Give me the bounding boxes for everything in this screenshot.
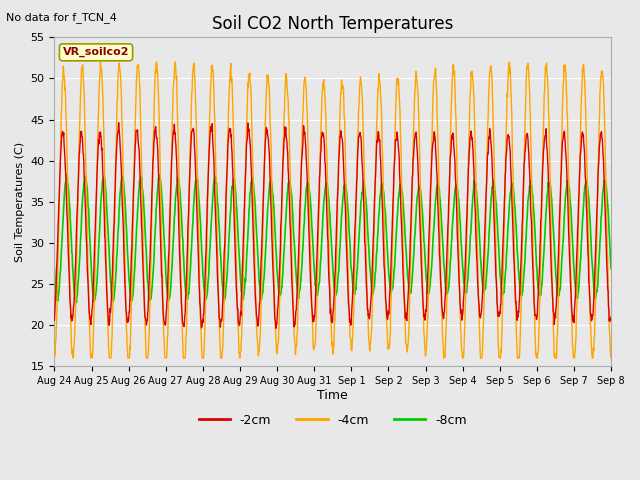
Y-axis label: Soil Temperatures (C): Soil Temperatures (C) — [15, 142, 25, 262]
Legend: -2cm, -4cm, -8cm: -2cm, -4cm, -8cm — [194, 409, 472, 432]
X-axis label: Time: Time — [317, 389, 348, 402]
Text: No data for f_TCN_4: No data for f_TCN_4 — [6, 12, 117, 23]
Text: VR_soilco2: VR_soilco2 — [63, 47, 129, 58]
Title: Soil CO2 North Temperatures: Soil CO2 North Temperatures — [212, 15, 454, 33]
